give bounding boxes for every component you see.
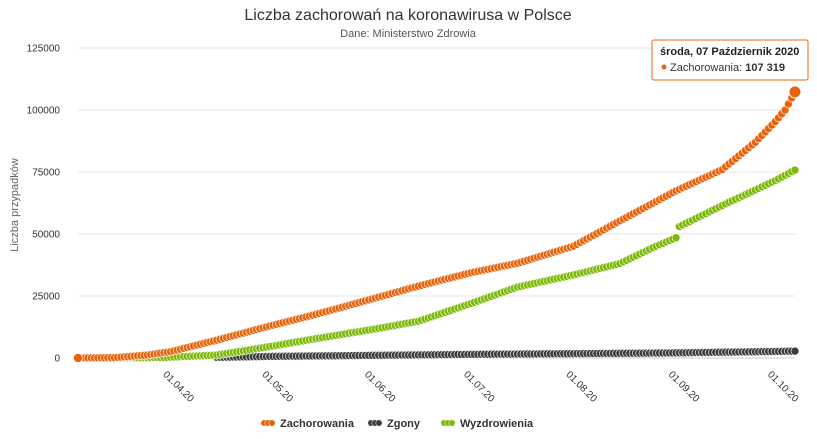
legend: Zachorowania Zgony Wyzdrowienia [260,418,534,430]
y-tick-label: 75000 [32,168,60,179]
data-point [790,346,800,356]
tooltip-series-label: Zachorowania: [670,62,745,74]
legend-item-wyzdrowienia[interactable]: Wyzdrowienia [440,418,534,430]
x-tick-label: 01.05.20 [260,369,296,405]
legend-label: Zachorowania [280,418,355,430]
x-tick-label: 01.04.20 [160,369,196,405]
y-tick-label: 50000 [32,230,60,241]
y-axis-label: Liczba przypadków [9,158,21,252]
data-point [671,233,681,243]
legend-item-zachorowania[interactable]: Zachorowania [260,418,355,430]
x-axis-ticks: 01.04.20 01.05.20 01.06.20 01.07.20 01.08.20… [160,369,800,405]
tooltip-value-line: Zachorowania: 107 319 [670,62,785,74]
data-point [790,165,800,175]
tooltip: środa, 07 Październik 2020 Zachorowania:… [651,39,809,81]
data-point [73,353,83,363]
legend-item-zgony[interactable]: Zgony [367,418,421,430]
x-tick-label: 01.07.20 [461,369,497,405]
series-zgony [212,346,800,362]
x-tick-label: 01.09.20 [666,369,702,405]
y-tick-label: 0 [54,354,60,365]
chart-title: Liczba zachorowań na koronawirusa w Pols… [244,7,571,24]
series-wyzdrowienia [73,165,800,363]
tooltip-box [651,39,809,81]
x-tick-label: 01.06.20 [362,369,398,405]
series-layer [73,85,802,363]
tooltip-value: 107 319 [745,62,785,74]
legend-symbol [268,419,276,427]
x-tick-label: 01.10.20 [765,369,801,405]
gridlines [78,47,795,359]
legend-label: Zgony [387,418,421,430]
y-tick-label: 25000 [32,292,60,303]
chart-subtitle: Dane: Ministerstwo Zdrowia [340,28,477,40]
y-tick-label: 125000 [27,44,61,55]
series-zachorowania [73,87,800,363]
tooltip-date: środa, 07 Październik 2020 [660,46,799,58]
x-tick-label: 01.08.20 [564,369,600,405]
y-axis-ticks: 0 25000 50000 75000 100000 125000 [27,44,61,365]
tooltip-bullet [661,64,667,70]
legend-symbol [375,419,383,427]
y-tick-label: 100000 [27,106,61,117]
legend-label: Wyzdrowienia [460,418,534,430]
legend-symbol [448,419,456,427]
highlighted-point[interactable] [788,85,802,99]
